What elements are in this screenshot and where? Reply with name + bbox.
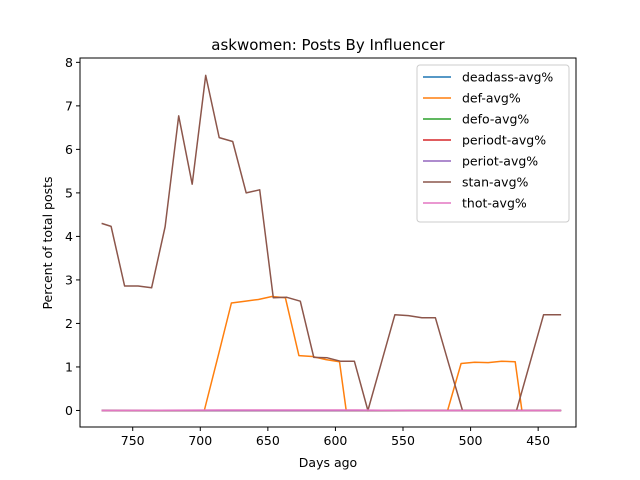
series-line-def-avg xyxy=(101,295,562,412)
x-axis-label: Days ago xyxy=(299,455,357,470)
y-axis: 0 1 2 3 4 5 6 7 8 xyxy=(65,55,80,418)
legend: deadass-avg% def-avg% defo-avg% periodt-avg… xyxy=(416,64,570,223)
y-tick-label: 4 xyxy=(65,229,73,244)
y-tick-label: 3 xyxy=(65,272,73,287)
x-tick-label: 500 xyxy=(459,433,483,448)
legend-label: periot-avg% xyxy=(462,154,538,169)
legend-label: thot-avg% xyxy=(462,196,527,211)
y-tick-label: 7 xyxy=(65,98,73,113)
plot-area xyxy=(79,57,577,428)
y-tick-label: 5 xyxy=(65,185,73,200)
legend-label: defo-avg% xyxy=(462,112,529,127)
y-tick-label: 8 xyxy=(65,55,73,70)
x-axis: 750 700 650 600 550 500 450 xyxy=(121,427,550,448)
x-tick-label: 450 xyxy=(526,433,550,448)
chart-title: askwomen: Posts By Influencer xyxy=(211,36,445,54)
legend-label: periodt-avg% xyxy=(462,133,546,148)
y-tick-label: 0 xyxy=(65,403,73,418)
x-tick-label: 600 xyxy=(324,433,348,448)
legend-label: def-avg% xyxy=(462,91,521,106)
plot-frame xyxy=(79,57,577,428)
legend-box xyxy=(416,64,570,223)
x-tick-label: 650 xyxy=(256,433,280,448)
y-axis-label: Percent of total posts xyxy=(40,176,55,309)
y-tick-label: 1 xyxy=(65,359,73,374)
x-tick-label: 750 xyxy=(121,433,145,448)
x-tick-label: 550 xyxy=(391,433,415,448)
y-tick-label: 2 xyxy=(65,316,73,331)
y-tick-label: 6 xyxy=(65,142,73,157)
legend-label: stan-avg% xyxy=(462,175,528,190)
legend-label: deadass-avg% xyxy=(462,70,553,85)
x-tick-label: 700 xyxy=(188,433,212,448)
series-line-thot-avg xyxy=(101,409,562,412)
series-line-stan-avg xyxy=(101,74,562,412)
